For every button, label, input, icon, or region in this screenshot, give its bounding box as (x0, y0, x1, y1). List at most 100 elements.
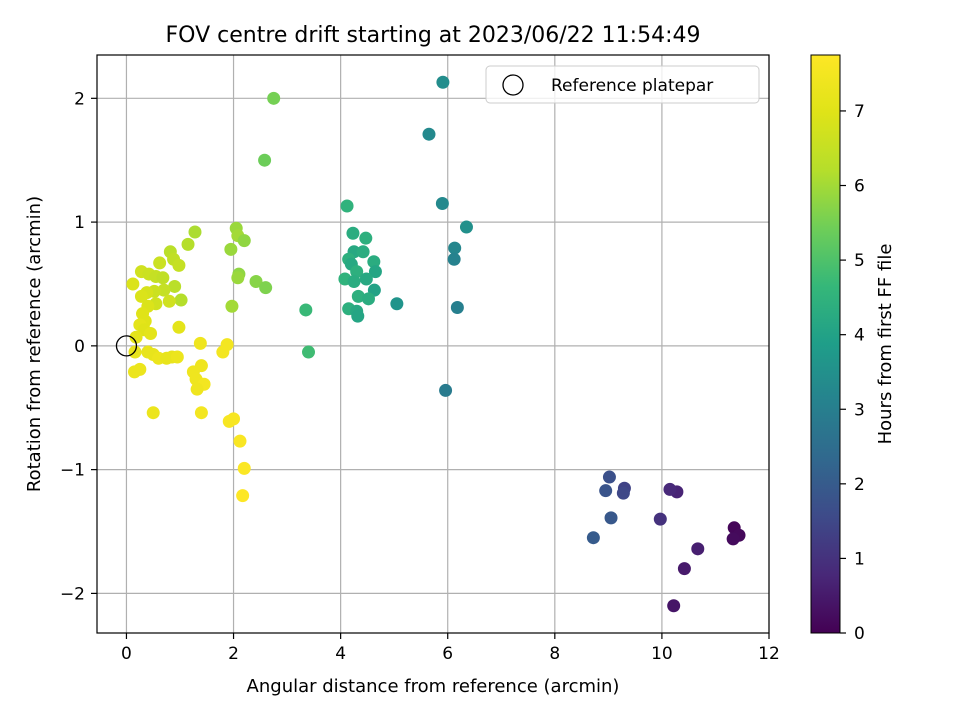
data-point (156, 271, 170, 285)
data-point (227, 412, 241, 426)
data-point (299, 303, 313, 317)
x-tick-label: 2 (228, 644, 239, 664)
data-point (267, 91, 281, 105)
data-point (172, 320, 186, 334)
data-point (599, 484, 613, 498)
colorbar-tick-label: 2 (854, 475, 865, 495)
data-point (359, 231, 373, 245)
x-axis-ticks: 0 2 4 6 8 10 12 (121, 633, 780, 664)
data-point (220, 338, 234, 352)
data-point (351, 289, 365, 303)
colorbar: 0 1 2 3 4 5 6 7 Hours from first FF file (810, 54, 896, 644)
data-point (448, 241, 462, 255)
legend-box (485, 65, 760, 104)
y-tick-label: 1 (74, 213, 85, 233)
plot-frame (96, 54, 770, 634)
data-point (237, 234, 251, 248)
data-point (157, 283, 171, 297)
x-tick-label: 8 (549, 644, 560, 664)
data-point (356, 245, 370, 259)
data-point (367, 255, 381, 269)
data-point (350, 265, 364, 279)
data-point (237, 461, 251, 475)
y-tick-label: −2 (60, 584, 85, 604)
data-point (144, 326, 158, 340)
data-point (361, 292, 375, 306)
colorbar-tick-label: 7 (854, 102, 865, 122)
data-point (677, 562, 691, 576)
data-point (726, 532, 740, 546)
data-point (447, 252, 461, 266)
data-point (663, 482, 677, 496)
data-points (115, 75, 746, 613)
data-point (225, 299, 239, 313)
data-point (346, 226, 360, 240)
data-point (302, 345, 316, 359)
x-tick-label: 4 (335, 644, 346, 664)
data-point (193, 336, 207, 350)
colorbar-ticks: 0 1 2 3 4 5 6 7 (840, 102, 865, 644)
x-tick-label: 0 (121, 644, 132, 664)
legend-marker-icon (502, 74, 524, 96)
data-point (439, 383, 453, 397)
colorbar-tick-label: 5 (854, 251, 865, 271)
data-point (340, 199, 354, 213)
colorbar-tick-label: 3 (854, 400, 865, 420)
grid-lines (97, 55, 770, 633)
legend-label: Reference platepar (551, 76, 713, 96)
data-point (146, 406, 160, 420)
data-point (168, 279, 182, 293)
y-axis-ticks: −2 −1 0 1 2 (60, 89, 97, 604)
chart-title: FOV centre drift starting at 2023/06/22 … (166, 23, 701, 48)
y-tick-label: −1 (60, 461, 85, 481)
data-point (259, 281, 273, 295)
data-point (231, 271, 245, 285)
data-point (351, 309, 365, 323)
data-point (249, 274, 263, 288)
data-point (653, 512, 667, 526)
data-point (347, 274, 361, 288)
data-point (181, 237, 195, 251)
colorbar-tick-label: 1 (854, 549, 865, 569)
data-point (436, 75, 450, 89)
colorbar-label: Hours from first FF file (875, 244, 896, 445)
x-axis-label: Angular distance from reference (arcmin) (247, 676, 620, 697)
data-point (153, 256, 167, 270)
data-point (188, 225, 202, 239)
colorbar-tick-label: 4 (854, 326, 865, 346)
reference-marker (115, 335, 138, 357)
data-point (691, 542, 705, 556)
data-point (258, 153, 272, 167)
data-point (170, 350, 184, 364)
data-point (174, 293, 188, 307)
data-point (390, 297, 404, 311)
data-point (435, 197, 449, 211)
x-tick-label: 10 (651, 644, 673, 664)
data-point (667, 599, 681, 613)
legend: Reference platepar (485, 65, 760, 104)
data-point (368, 265, 382, 279)
data-point (224, 242, 238, 256)
data-point (236, 489, 250, 503)
data-point (126, 277, 140, 291)
data-point (190, 382, 204, 396)
data-point (586, 531, 600, 545)
data-point (162, 294, 176, 308)
data-point (616, 486, 630, 500)
data-point (129, 330, 143, 344)
data-point (172, 258, 186, 272)
data-point (127, 365, 141, 379)
data-point (450, 300, 464, 314)
y-axis-label: Rotation from reference (arcmin) (24, 196, 45, 492)
data-point (422, 127, 436, 141)
x-tick-label: 12 (758, 644, 780, 664)
data-point (194, 406, 208, 420)
data-point (604, 511, 618, 525)
colorbar-gradient (810, 54, 841, 634)
x-tick-label: 6 (442, 644, 453, 664)
data-point (459, 220, 473, 234)
data-point (134, 289, 148, 303)
y-tick-label: 0 (74, 337, 85, 357)
colorbar-tick-label: 0 (854, 624, 865, 644)
